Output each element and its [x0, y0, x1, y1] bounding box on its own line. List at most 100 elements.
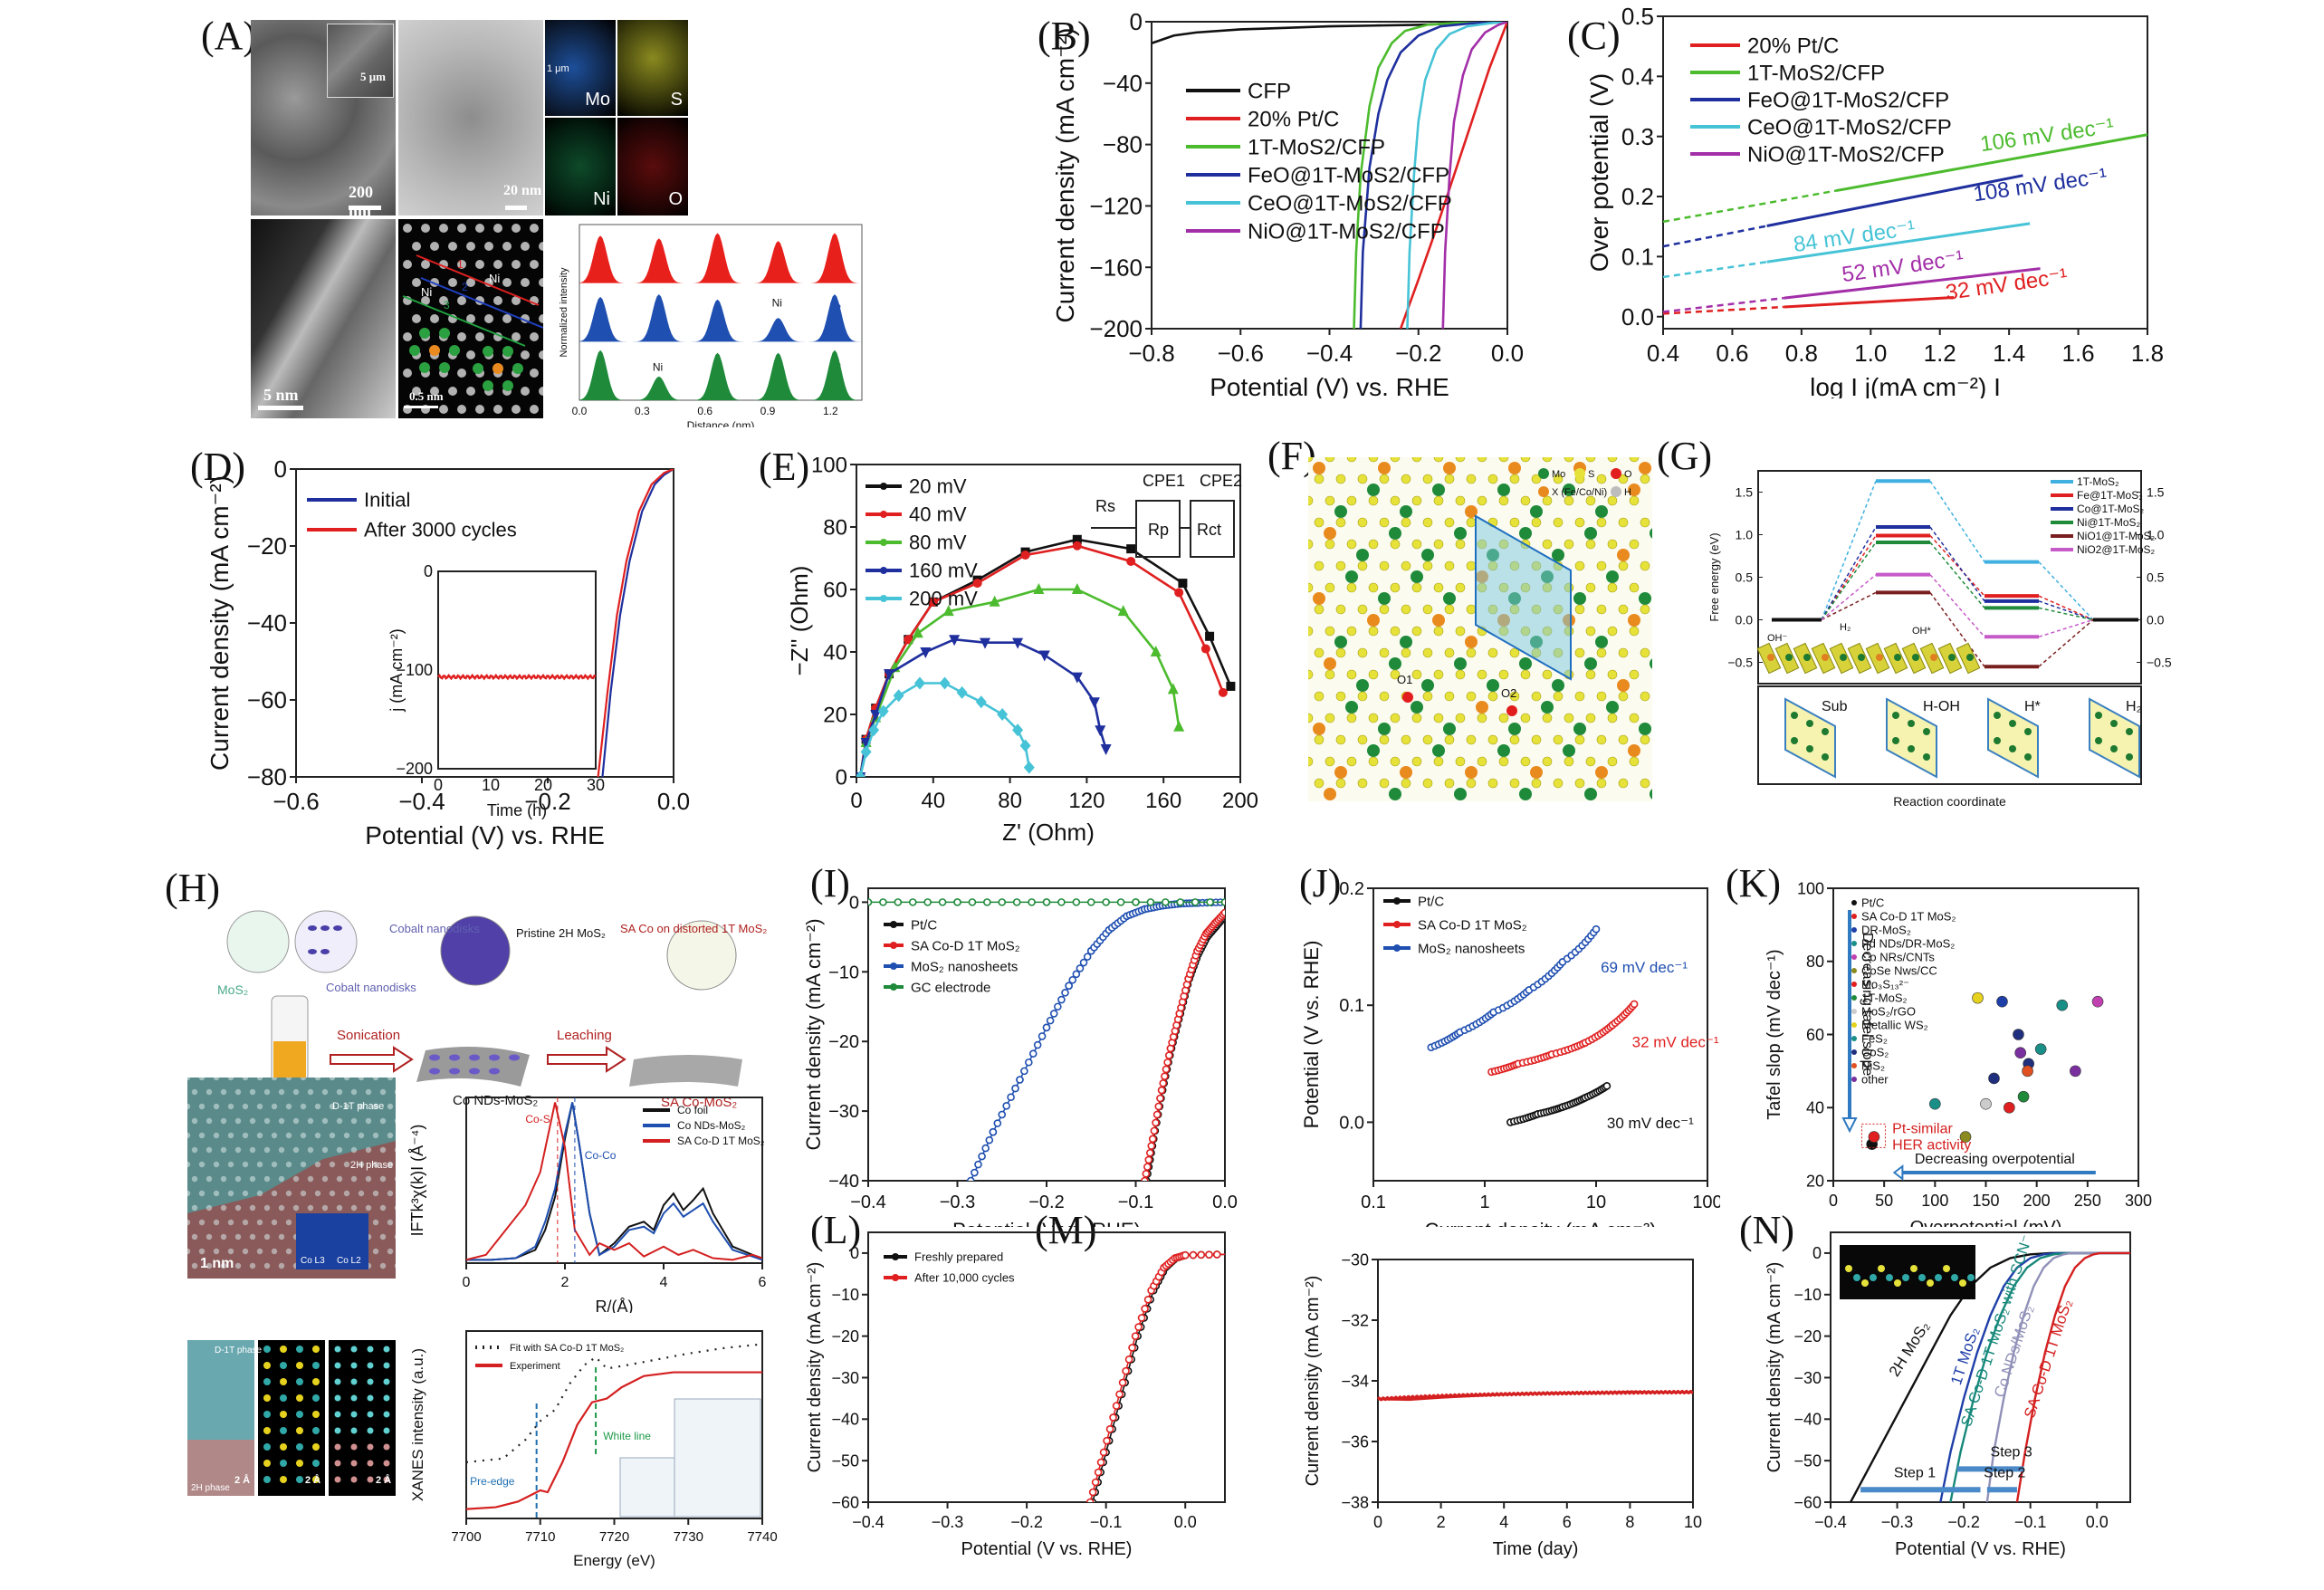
lattice-atom: [493, 260, 502, 269]
lattice-atom: [475, 405, 484, 414]
lattice-atom: [403, 260, 412, 269]
legend-marker: [1393, 897, 1401, 905]
slope-annotation: 106 mV dec⁻¹: [1979, 114, 2116, 157]
x-tick-label: 250: [2074, 1192, 2101, 1210]
sulfur-atom: [1411, 626, 1422, 637]
sulfur-atom: [1346, 626, 1357, 637]
stem-atom: [285, 1219, 292, 1226]
stem-atom: [271, 1248, 278, 1255]
stem-atom: [213, 1103, 220, 1110]
legend-label: 20% Pt/C: [1747, 34, 1839, 58]
data-marker: [1131, 1332, 1140, 1340]
x-tick-label: 10: [1586, 1192, 1606, 1212]
legend-marker: [1851, 995, 1857, 1001]
substrate-metal: [1822, 654, 1829, 661]
sulfur-atom: [1444, 778, 1455, 789]
y-tick-label: 0: [836, 765, 847, 790]
y-axis-label: Over potential (V): [1585, 73, 1613, 272]
stem-atom: [213, 1161, 220, 1168]
intensity-trace: [579, 233, 862, 283]
inset-atom-mo: [1918, 1274, 1926, 1281]
stem-atom: [278, 1088, 285, 1096]
lattice-atom: [403, 332, 412, 341]
data-marker: [1122, 1366, 1130, 1375]
stem-scale-label: 1 nm: [200, 1256, 234, 1271]
stem-atom: [358, 1103, 365, 1110]
lattice-atom: [512, 260, 521, 269]
legend-marker: [890, 921, 897, 928]
metal-atom: [1497, 484, 1510, 496]
sem-image: 5 μm 200 nm: [251, 20, 396, 216]
sulfur-atom: [1498, 669, 1509, 680]
sulfur-atom: [1585, 669, 1596, 680]
eels-map: [296, 1213, 368, 1269]
stem-atom: [307, 1175, 314, 1183]
legend-label: NiO2@1T-MoS₂: [2077, 543, 2156, 556]
metal-atom: [1584, 788, 1597, 800]
lattice-atom: [475, 224, 484, 233]
metal-atom: [1313, 723, 1325, 735]
panel-label-e: (E): [759, 445, 810, 489]
plot-frame: [1377, 1259, 1694, 1503]
cobalt-disk: [308, 949, 317, 954]
sulfur-atom: [1509, 778, 1520, 789]
y-tick-label: 0.5: [1736, 570, 1754, 585]
y-tick-label: 0: [274, 457, 287, 483]
state-label: H*: [2024, 699, 2041, 714]
stem-atom: [249, 1262, 256, 1269]
lattice-atom: [484, 242, 493, 251]
state-atom: [1908, 745, 1915, 752]
legend-marker: [1851, 900, 1857, 905]
sulfur-atom: [1368, 626, 1379, 637]
data-marker: [953, 898, 961, 906]
sulfur-atom: [1335, 604, 1346, 615]
series-fit-3: [1663, 260, 1767, 279]
legend-label: Pt/C: [1861, 896, 1884, 910]
sulfur-atom: [1574, 517, 1585, 528]
lattice-atom: [412, 278, 421, 287]
stem-atom: [227, 1132, 234, 1139]
sulfur-atom: [1433, 539, 1444, 550]
data-marker: [877, 704, 889, 718]
stem-atom: [365, 1175, 372, 1183]
chart-h-exafs: 0 2 4 6 R/(Å) IFTk³χ(k)I (Å⁻⁴) Co foil Co NDs-M…: [403, 1078, 801, 1316]
y-tick-label: 80: [823, 515, 847, 540]
y-axis-label: Tafel slop (mV dec⁻¹): [1765, 949, 1784, 1119]
sulfur-atom: [1596, 647, 1607, 658]
plot-area: [856, 534, 1236, 777]
stem-atom: [321, 1117, 329, 1125]
series-line-1: [1399, 22, 1507, 329]
sulfur-atom: [1346, 582, 1357, 593]
sulfur-atom: [1640, 604, 1650, 615]
data-point: [1959, 1131, 1972, 1143]
state-atom: [1994, 737, 2001, 744]
data-point: [2070, 1065, 2081, 1078]
stem-atom: [365, 1088, 372, 1096]
sulfur-atom: [1564, 495, 1574, 506]
metal-atom: [1411, 701, 1423, 714]
stem-atom: [271, 1219, 278, 1226]
state-atom: [1822, 753, 1829, 761]
lattice-atom: [412, 242, 421, 251]
x-tick-label: 1.2: [823, 405, 838, 417]
x-tick-label: −0.6: [273, 788, 319, 815]
panel-label-k: (K): [1726, 861, 1782, 905]
structure-inset-small: [619, 1457, 675, 1518]
annotation-her-activity: HER activity: [1892, 1138, 1971, 1154]
eds-label-mo: Mo: [585, 90, 610, 110]
chart-svg-h-exafs: 0 2 4 6 R/(Å) IFTk³χ(k)I (Å⁻⁴) Co foil Co NDs-M…: [408, 1097, 767, 1316]
label-pristine: Pristine 2H MoS₂: [516, 926, 606, 940]
legend-label: H: [1624, 487, 1631, 498]
sim-atom: [334, 1346, 341, 1353]
data-marker: [1152, 1110, 1162, 1119]
model-atom: [312, 1362, 320, 1369]
sulfur-atom: [1422, 647, 1433, 658]
metal-atom: [1367, 744, 1380, 757]
inset-series-line: [437, 673, 597, 681]
data-marker: [894, 898, 903, 906]
sulfur-atom: [1444, 647, 1455, 658]
data-marker: [1176, 898, 1185, 906]
legend-marker: [1851, 1063, 1857, 1068]
series-line-1: [1835, 133, 2147, 193]
lattice-atom: [502, 278, 512, 287]
